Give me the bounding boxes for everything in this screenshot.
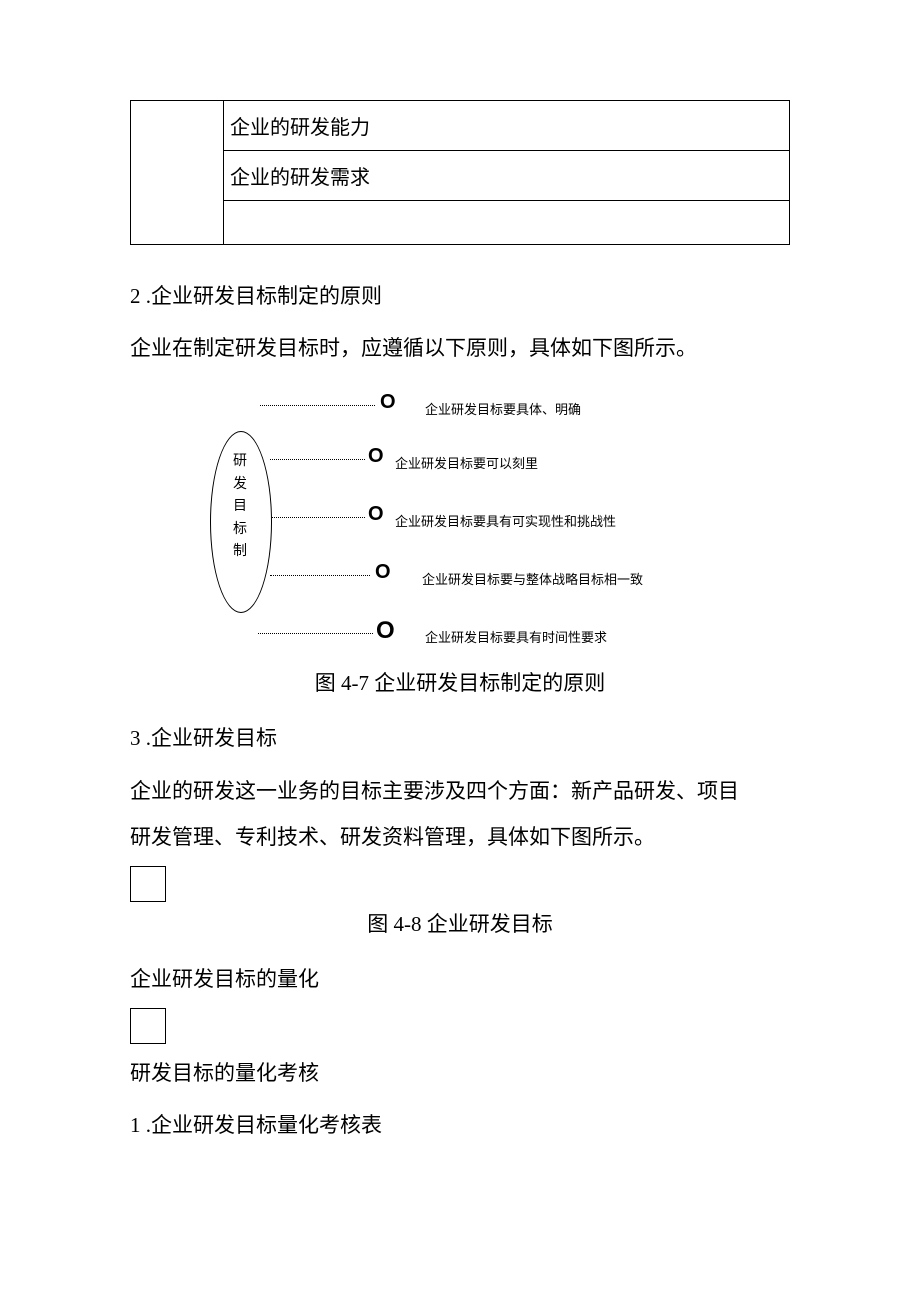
- figure-4-7-caption: 图 4-7 企业研发目标制定的原则: [130, 667, 790, 697]
- circle-marker-icon: O: [380, 391, 396, 414]
- table-left-merged: [131, 101, 224, 245]
- section-number: 2: [130, 284, 141, 308]
- placeholder-box: [130, 866, 166, 902]
- table-cell-empty: [224, 201, 790, 245]
- section-title-text: .企业研发目标量化考核表: [141, 1113, 383, 1137]
- section-title-text: .企业研发目标制定的原则: [141, 284, 383, 308]
- section-3-body-line2: 研发管理、专利技术、研发资料管理，具体如下图所示。: [130, 814, 790, 860]
- circle-marker-icon: O: [368, 445, 384, 468]
- principle-label: 企业研发目标要具有可实现性和挑战性: [395, 511, 616, 530]
- connector-line: [270, 459, 365, 460]
- figure-4-8-caption: 图 4-8 企业研发目标: [130, 908, 790, 938]
- connector-line: [270, 517, 365, 518]
- connector-line: [258, 633, 373, 634]
- circle-marker-icon: O: [368, 503, 384, 526]
- connector-line: [270, 575, 370, 576]
- ellipse-label: 研 发 目 标 制: [210, 451, 270, 563]
- ellipse-char: 标: [233, 522, 247, 537]
- ellipse-char: 发: [233, 477, 247, 492]
- ellipse-char: 制: [233, 544, 247, 559]
- section-1b-title: 1 .企业研发目标量化考核表: [130, 1102, 790, 1148]
- section-3-title: 3 .企业研发目标: [130, 715, 790, 761]
- principle-label: 企业研发目标要具体、明确: [425, 399, 581, 418]
- top-table: 企业的研发能力 企业的研发需求: [130, 100, 790, 245]
- section-number: 3: [130, 726, 141, 750]
- table-row: [131, 201, 790, 245]
- ellipse-char: 目: [233, 499, 247, 514]
- principle-label: 企业研发目标要与整体战略目标相一致: [422, 569, 643, 588]
- section-2-intro: 企业在制定研发目标时，应遵循以下原则，具体如下图所示。: [130, 325, 790, 371]
- section-2-title: 2 .企业研发目标制定的原则: [130, 273, 790, 319]
- principle-label: 企业研发目标要可以刻里: [395, 453, 538, 472]
- circle-marker-icon: O: [375, 561, 391, 584]
- section-number: 1: [130, 1113, 141, 1137]
- figure-4-7: 研 发 目 标 制 O 企业研发目标要具体、明确 O 企业研发目标要可以刻里 O…: [200, 381, 720, 661]
- principle-label: 企业研发目标要具有时间性要求: [425, 627, 607, 646]
- connector-line: [260, 405, 375, 406]
- quant-subheading: 研发目标的量化考核: [130, 1050, 790, 1096]
- table-row: 企业的研发能力: [131, 101, 790, 151]
- ellipse-char: 研: [233, 454, 247, 469]
- section-title-text: .企业研发目标: [141, 726, 278, 750]
- table-cell: 企业的研发需求: [224, 151, 790, 201]
- page: 企业的研发能力 企业的研发需求 2 .企业研发目标制定的原则 企业在制定研发目标…: [0, 0, 920, 1215]
- quant-heading: 企业研发目标的量化: [130, 956, 790, 1002]
- table-cell: 企业的研发能力: [224, 101, 790, 151]
- section-3-body-line1: 企业的研发这一业务的目标主要涉及四个方面：新产品研发、项目: [130, 768, 790, 814]
- placeholder-box: [130, 1008, 166, 1044]
- circle-marker-icon: O: [376, 617, 395, 645]
- table-row: 企业的研发需求: [131, 151, 790, 201]
